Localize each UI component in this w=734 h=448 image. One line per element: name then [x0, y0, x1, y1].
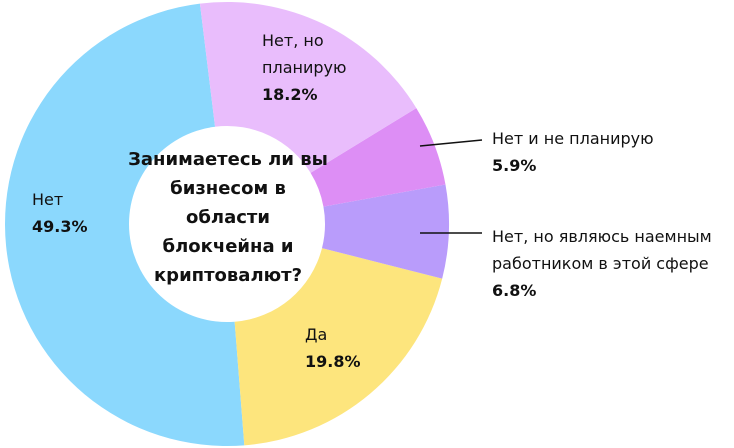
donut-slice	[321, 184, 450, 279]
slice-label: Нет 49.3%	[32, 186, 132, 240]
category-name: Нет и не планирую	[492, 129, 654, 148]
donut-slice	[4, 3, 245, 447]
donut-slice	[199, 1, 417, 173]
category-name: Нет, но являюсь наемным работником в это…	[492, 227, 712, 273]
chart-title: Занимаетесь ли вы бизнесом в области бло…	[128, 149, 328, 286]
donut-slice	[234, 248, 443, 446]
slice-label: Нет и не планирую 5.9%	[492, 125, 712, 179]
value-label: 6.8%	[492, 281, 537, 300]
value-label: 49.3%	[32, 217, 88, 236]
value-label: 19.8%	[305, 352, 361, 371]
category-name: Да	[305, 325, 328, 344]
value-label: 5.9%	[492, 156, 537, 175]
slice-label: Нет, но являюсь наемным работником в это…	[492, 223, 714, 304]
donut-slice	[310, 108, 446, 207]
leader-line	[419, 139, 483, 147]
slice-label: Нет, но планирую 18.2%	[262, 27, 372, 108]
category-name: Нет, но планирую	[262, 31, 347, 77]
category-name: Нет	[32, 190, 64, 209]
value-label: 18.2%	[262, 85, 318, 104]
slice-label: Да 19.8%	[305, 321, 405, 375]
